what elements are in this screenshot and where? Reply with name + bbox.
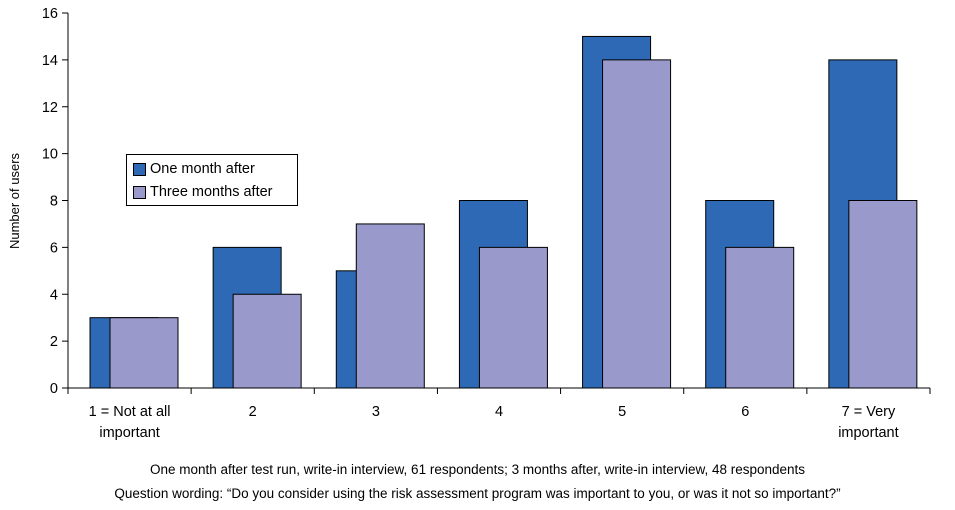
x-axis: 1 = Not at all important 2 3 4 5 6 7 = Very impo… [67, 387, 931, 441]
y-tick-label: 4 [50, 287, 58, 303]
y-tick-label: 2 [50, 334, 58, 350]
legend-swatch-one-month [133, 162, 146, 176]
y-axis: 0 2 4 6 8 10 12 14 16 [42, 6, 69, 397]
bar-three-months-after [109, 317, 179, 389]
footnote-question-wording: Question wording: “Do you consider using… [114, 486, 841, 501]
x-tick-label: 2 [249, 404, 257, 420]
y-tick-label: 8 [50, 194, 58, 210]
x-tick-label: 6 [741, 404, 749, 420]
y-tick-label: 16 [42, 6, 58, 22]
bar-three-months-after [355, 223, 425, 389]
x-tick-label: 3 [372, 404, 380, 420]
y-tick-label: 10 [42, 147, 58, 163]
legend: One month after Three months after [126, 154, 298, 206]
bar-three-months-after [602, 59, 672, 389]
bar-three-months-after [232, 293, 302, 389]
legend-swatch-three-months [133, 185, 146, 199]
legend-item-three-months: Three months after [133, 182, 273, 202]
x-tick-label: important [99, 425, 159, 441]
bar-three-months-after [478, 246, 548, 389]
y-tick-label: 14 [42, 53, 58, 69]
x-tick-label: important [838, 425, 898, 441]
footnote-respondents: One month after test run, write-in inter… [149, 462, 806, 477]
y-tick-label: 6 [50, 240, 58, 256]
y-tick-label: 0 [50, 381, 58, 397]
y-tick-label: 12 [42, 100, 58, 116]
legend-item-one-month: One month after [133, 159, 255, 179]
legend-label-three-months: Three months after [150, 184, 273, 200]
y-axis-label: Number of users [7, 152, 22, 249]
x-tick-label: 7 = Very [842, 404, 896, 420]
x-tick-label: 4 [495, 404, 503, 420]
bar-three-months-after [725, 246, 795, 389]
x-tick-label: 1 = Not at all [89, 404, 171, 420]
x-tick-label: 5 [618, 404, 626, 420]
legend-label-one-month: One month after [150, 161, 255, 177]
bar-three-months-after [848, 200, 918, 389]
bars [89, 35, 918, 389]
